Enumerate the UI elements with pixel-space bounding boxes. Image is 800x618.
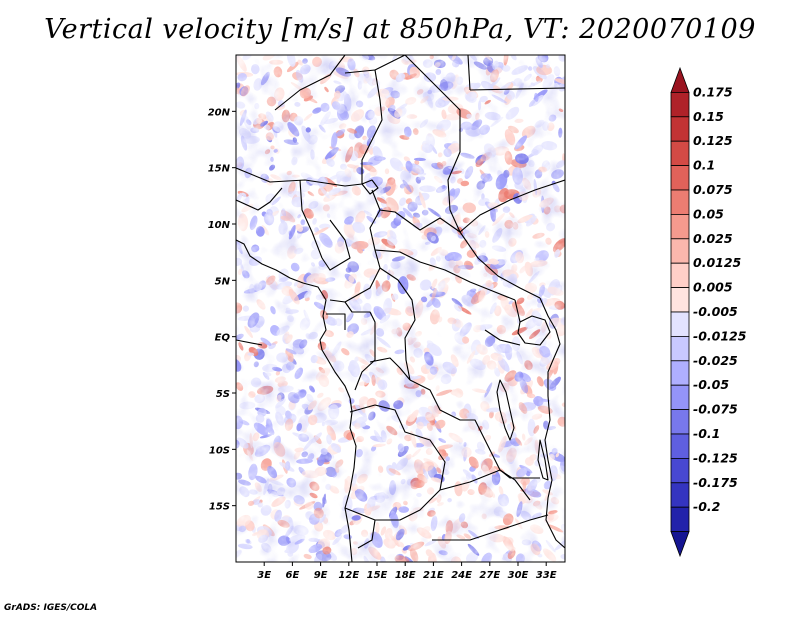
colorbar-label: -0.175 [693,475,738,490]
x-tick-label: 3E [257,570,271,581]
colorbar-swatch [670,140,690,166]
colorbar-label: -0.2 [693,499,720,514]
colorbar-label: 0.0125 [693,255,742,270]
colorbar-label: -0.05 [693,377,729,392]
y-tick-label: 15S [209,502,230,513]
colorbar-swatch [670,506,690,533]
grads-credit: GrADS: IGES/COLA [4,603,98,613]
colorbar-swatch [670,213,690,240]
y-axis: 20N 15N 10N 5N EQ 5S 10S 15S [208,107,236,513]
x-tick-label: 6E [286,570,300,581]
colorbar-label: -0.125 [693,450,738,465]
colorbar-swatch [670,482,690,508]
lake-tanganyika [496,379,515,441]
colorbar-swatch [670,116,690,142]
colorbar-label: -0.025 [693,353,738,368]
colorbar-swatch [670,384,690,411]
colorbar-swatch [670,262,690,289]
map-plot-area [236,55,565,562]
x-tick-label: 24E [451,570,472,581]
x-tick-label: 21E [423,570,444,581]
y-tick-label: 20N [208,107,231,118]
colorbar-label: 0.1 [693,158,715,173]
colorbar-label: -0.1 [693,426,720,441]
colorbar-swatch [670,457,690,484]
lake-victoria [517,315,551,346]
colorbar-swatch [670,311,690,337]
colorbar-swatch [670,165,690,191]
colorbar-swatch [670,409,690,435]
x-tick-label: 12E [338,570,359,581]
country-borders [236,55,565,562]
x-tick-label: 30E [508,570,529,581]
colorbar-label: 0.05 [693,206,724,221]
y-tick-label: 15N [208,164,231,175]
colorbar-swatch [670,531,690,558]
x-tick-label: 9E [314,570,328,581]
colorbar-label: -0.005 [693,304,738,319]
y-tick-label: 5S [216,389,230,400]
x-tick-label: 15E [367,570,388,581]
colorbar-label: 0.075 [693,182,733,197]
x-tick-label: 33E [536,570,557,581]
x-axis: 3E 6E 9E 12E 15E 18E 21E 24E 27E 30E 33E [257,562,557,581]
x-tick-label: 27E [479,570,500,581]
colorbar-swatch [670,66,690,93]
y-tick-label: 5N [215,276,231,287]
colorbar-label: 0.15 [693,109,724,124]
texture-white-overlay [236,55,565,562]
lake-chad [361,179,379,195]
y-tick-label: 10S [209,445,230,456]
colorbar-label: -0.075 [693,402,738,417]
colorbar-label: 0.125 [693,133,733,148]
map-frame [235,54,566,563]
colorbar-swatch [670,287,690,313]
chart-title: Vertical velocity [m/s] at 850hPa, VT: 2… [44,14,756,45]
colorbar: 0.175 0.15 0.125 0.1 0.075 0.05 0.025 0.0125 0.0… [670,66,747,558]
coastline-west [236,239,357,562]
y-tick-label: EQ [215,333,231,344]
colorbar-swatch [670,189,690,215]
coastline-east [539,297,565,549]
x-tick-label: 18E [395,570,416,581]
colorbar-swatch [670,360,690,386]
colorbar-label: -0.0125 [693,328,747,343]
colorbar-swatch [670,238,690,264]
colorbar-label: 0.005 [693,280,733,295]
colorbar-swatch [670,92,690,118]
colorbar-swatch [670,433,690,459]
y-tick-label: 10N [208,220,231,231]
colorbar-swatch [670,335,690,362]
lake-malawi [537,439,549,481]
colorbar-label: 0.175 [693,84,733,99]
colorbar-label: 0.025 [693,231,733,246]
